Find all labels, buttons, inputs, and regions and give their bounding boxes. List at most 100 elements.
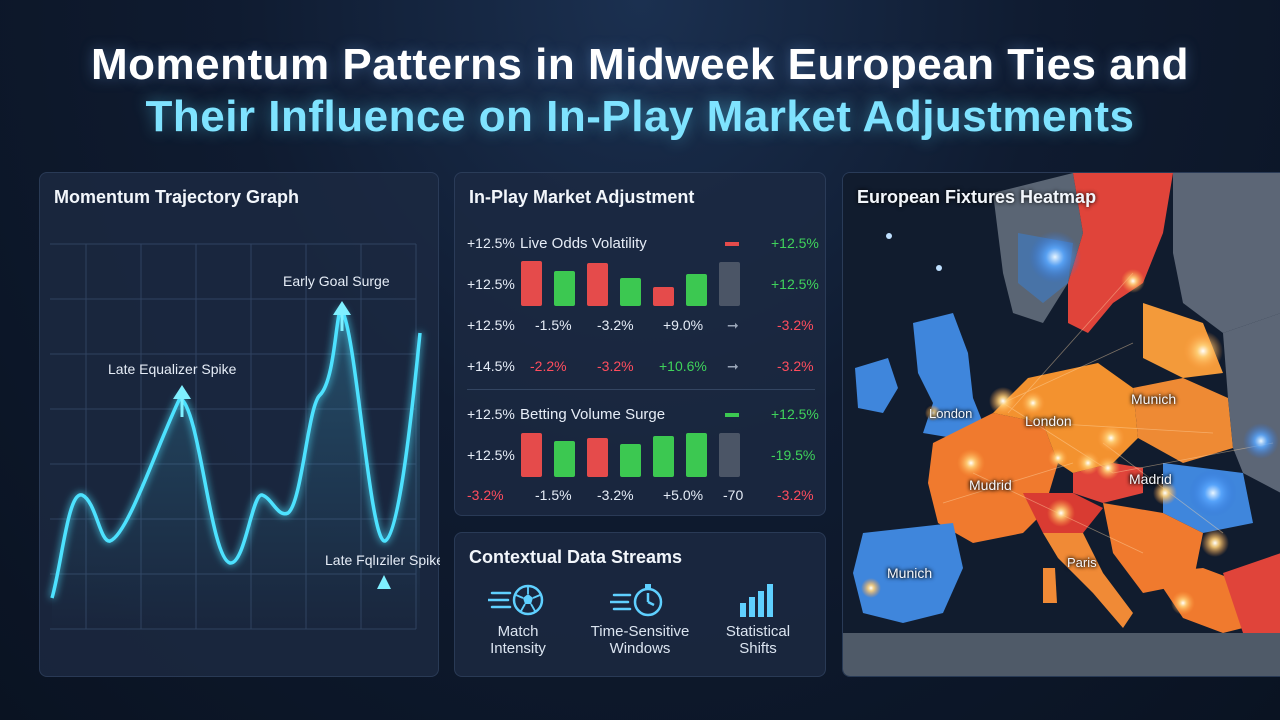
market-bar (620, 444, 641, 477)
row3-cell: -3.2% (467, 487, 504, 503)
row4-cell: -3.2% (777, 358, 814, 374)
page-title: Momentum Patterns in Midweek European Ti… (0, 38, 1280, 142)
right-arrow-icon: ➞ (727, 317, 739, 333)
market-bar (587, 263, 608, 306)
market-bar (686, 433, 707, 477)
region-iberia (853, 523, 963, 623)
row4-cell: +14.5% (467, 358, 515, 374)
section-divider (467, 389, 815, 390)
right-arrow-icon: ➞ (727, 358, 739, 374)
red-dash-icon (725, 242, 739, 246)
stream-label: Shifts (739, 640, 777, 657)
live-odds-row-3: +12.5% -1.5% -3.2% +9.0% ➞ -3.2% (455, 311, 827, 341)
city-label: London (1025, 413, 1072, 429)
live-odds-header-row: +12.5% Live Odds Volatility +12.5% (455, 229, 827, 259)
late-equalizer-arrow-icon (173, 385, 191, 399)
region-ireland (855, 358, 898, 413)
stream-label: Statistical (725, 623, 791, 640)
stream-label: Windows (609, 640, 671, 657)
betting-volume-row-3: -3.2% -1.5% -3.2% +5.0% -70 -3.2% (455, 481, 827, 511)
live-odds-bar-left: +12.5% (467, 276, 515, 292)
row3-cell: -3.2% (597, 317, 634, 333)
context-panel-title: Contextual Data Streams (469, 547, 683, 567)
stream-label: Time-Sensitive (590, 623, 690, 640)
title-line-1: Momentum Patterns in Midweek European Ti… (91, 40, 1189, 89)
city-label: Munich (1131, 391, 1177, 407)
row4-cell: -3.2% (597, 358, 634, 374)
region-france (928, 413, 1058, 543)
hotspots (861, 231, 1279, 615)
green-dash-icon (725, 413, 739, 417)
row3-cell: -3.2% (777, 317, 814, 333)
bar-chart-icon (740, 584, 773, 617)
market-bar (521, 433, 542, 477)
momentum-line (50, 309, 422, 599)
stream-match-intensity: Match Intensity (463, 583, 573, 657)
city-label: Munich (887, 565, 933, 581)
momentum-area (52, 310, 420, 629)
momentum-graph: Early Goal Surge Late Equalizer Spike La… (50, 243, 440, 630)
market-bar (719, 433, 740, 477)
market-bar (620, 278, 641, 306)
row3-cell: -70 (723, 487, 744, 503)
market-bar (653, 436, 674, 477)
row4-cell: +10.6% (659, 358, 707, 374)
live-odds-label: Live Odds Volatility (520, 235, 647, 252)
region-britain (913, 313, 983, 438)
title-line-2: Their Influence on In-Play Market Adjust… (145, 92, 1135, 141)
region-poland (1133, 378, 1233, 463)
stopwatch-icon (610, 584, 663, 617)
market-bar (554, 271, 575, 306)
late-spike-arrow-icon (377, 575, 391, 589)
row3-cell: +9.0% (663, 317, 704, 333)
row3-cell: -3.2% (777, 487, 814, 503)
market-bar (587, 438, 608, 477)
stream-time-sensitive: Time-Sensitive Windows (585, 583, 695, 657)
heatmap-panel: European Fixtures Heatmap London London … (842, 172, 1280, 677)
heatmap-panel-title: European Fixtures Heatmap (857, 187, 1097, 207)
region-sardinia (1043, 568, 1057, 603)
live-odds-bar-row: +12.5% +12.5% (455, 270, 827, 300)
city-label: Mudrid (969, 477, 1012, 493)
region-turkey (1223, 553, 1280, 633)
city-label: Madrid (1129, 471, 1172, 487)
market-bar (686, 274, 707, 306)
row4-cell: -2.2% (530, 358, 567, 374)
annotation-late-equalizer: Late Equalizer Spike (108, 361, 237, 377)
live-odds-bars (521, 261, 751, 306)
row3-cell: -3.2% (597, 487, 634, 503)
market-bar (554, 441, 575, 477)
momentum-panel-title: Momentum Trajectory Graph (54, 187, 300, 207)
betting-volume-bars (521, 432, 751, 477)
early-goal-arrow-icon (333, 301, 351, 315)
annotation-early-goal: Early Goal Surge (283, 273, 390, 289)
row3-cell: -1.5% (535, 317, 572, 333)
market-panel-title: In-Play Market Adjustment (469, 187, 695, 207)
market-bar (521, 261, 542, 306)
momentum-panel: Momentum Trajectory Graph (39, 172, 440, 677)
city-label: London (929, 406, 973, 421)
stream-label: Intensity (490, 640, 546, 657)
betting-volume-header-row: +12.5% Betting Volume Surge +12.5% (455, 400, 827, 430)
live-odds-bar-right: +12.5% (771, 276, 819, 292)
region-scandinavia-red (1068, 173, 1173, 333)
market-bar (653, 287, 674, 306)
market-panel: In-Play Market Adjustment +12.5% Live Od… (454, 172, 826, 516)
stream-statistical-shifts: Statistical Shifts (703, 583, 813, 657)
betting-volume-bar-right: -19.5% (771, 447, 816, 463)
annotation-late-spike: Late Fqlıziler Spike (325, 552, 440, 568)
europe-heatmap (843, 173, 1280, 676)
region-africa-gray (843, 633, 1280, 676)
city-label: Paris (1067, 555, 1097, 570)
context-panel: Contextual Data Streams Match Intensity (454, 532, 826, 677)
live-odds-row-4: +14.5% -2.2% -3.2% +10.6% ➞ -3.2% (455, 352, 827, 382)
row3-cell: +12.5% (467, 317, 515, 333)
market-bar (719, 262, 740, 306)
live-odds-right-value: +12.5% (771, 235, 819, 251)
row3-cell: -1.5% (535, 487, 572, 503)
soccer-ball-icon (488, 584, 544, 616)
live-odds-left-value: +12.5% (467, 235, 515, 251)
region-italy (1043, 533, 1133, 628)
row3-cell: +5.0% (663, 487, 704, 503)
betting-volume-label: Betting Volume Surge (520, 406, 666, 423)
